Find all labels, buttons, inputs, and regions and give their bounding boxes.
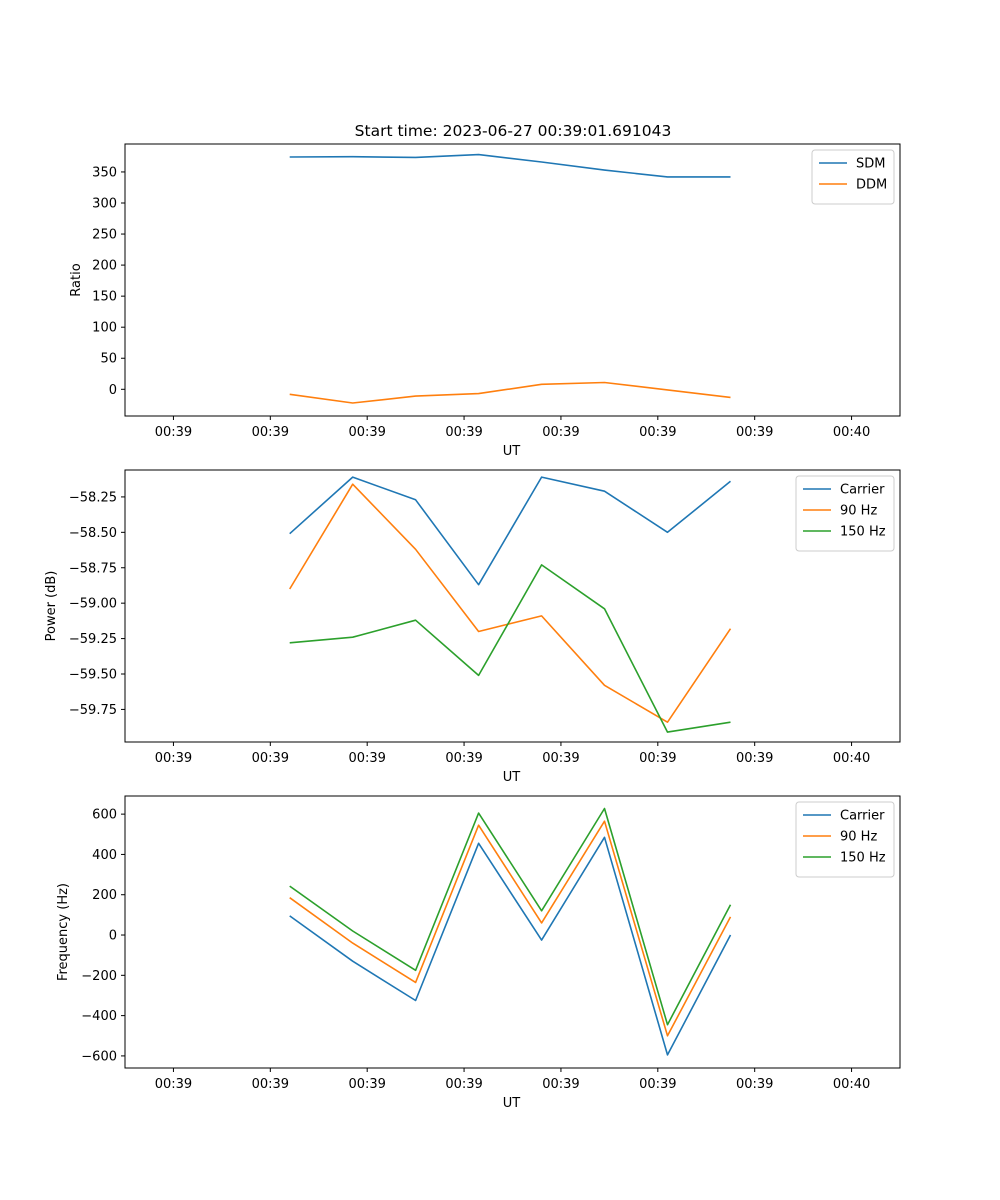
legend-box: [795, 801, 895, 878]
y-tick-label: −600: [81, 1049, 117, 1064]
y-axis-label: Ratio: [69, 263, 84, 296]
x-axis-label: UT: [503, 444, 521, 459]
x-tick-label: 00:39: [445, 1077, 482, 1092]
y-tick-label: 150: [92, 290, 117, 305]
legend: SDM DDM: [811, 149, 895, 205]
y-tick-label: 0: [109, 383, 117, 398]
x-tick-label: 00:39: [542, 425, 579, 440]
series-line-ddm: [289, 381, 731, 404]
x-tick-label: 00:39: [736, 1077, 773, 1092]
x-tick-label: 00:40: [833, 425, 870, 440]
y-tick-label: 100: [92, 321, 117, 336]
series-line-carrier: [289, 476, 732, 586]
y-tick-label: 300: [92, 196, 117, 211]
y-tick-label: 600: [92, 808, 117, 823]
x-tick-label: 00:40: [833, 1077, 870, 1092]
legend-box: [795, 475, 895, 552]
legend-label-90-hz: 90 Hz: [840, 830, 877, 845]
x-tick-label: 00:39: [542, 751, 579, 766]
x-tick-label: 00:39: [736, 751, 773, 766]
y-tick-label: −58.75: [69, 561, 117, 576]
ratio-panel: 00:39 00:39 00:39 00:39 00:39 00:39 00:39 00:40…: [69, 143, 901, 459]
legend: Carrier 90 Hz 150 Hz: [795, 801, 895, 878]
series-line-sdm: [289, 153, 731, 178]
y-tick-label: 200: [92, 259, 117, 274]
series-line-carrier: [289, 836, 732, 1056]
x-axis-label: UT: [503, 770, 521, 785]
x-tick-label: 00:39: [348, 425, 385, 440]
x-axis-label: UT: [503, 1096, 521, 1111]
x-tick-label: 00:39: [155, 425, 192, 440]
legend-label-150-hz: 150 Hz: [840, 525, 886, 540]
y-axis-label: Power (dB): [44, 571, 59, 642]
plot-frame: [124, 143, 901, 417]
frequency-panel: 00:39 00:39 00:39 00:39 00:39 00:39 00:39 00:40…: [56, 795, 901, 1111]
legend: Carrier 90 Hz 150 Hz: [795, 475, 895, 552]
x-tick-label: 00:39: [445, 751, 482, 766]
x-tick-label: 00:39: [639, 425, 676, 440]
legend-label-carrier: Carrier: [840, 809, 885, 824]
x-tick-label: 00:39: [736, 425, 773, 440]
x-tick-label: 00:40: [833, 751, 870, 766]
legend-label-150-hz: 150 Hz: [840, 851, 886, 866]
series-line-90-hz: [289, 820, 732, 1037]
legend-label-90-hz: 90 Hz: [840, 504, 877, 519]
y-axis-label: Frequency (Hz): [56, 883, 71, 981]
x-tick-label: 00:39: [639, 751, 676, 766]
y-tick-label: −59.00: [69, 597, 117, 612]
x-tick-label: 00:39: [155, 751, 192, 766]
legend-label-ddm: DDM: [856, 178, 887, 193]
series-line-150-hz: [289, 807, 732, 1026]
y-tick-label: 50: [100, 352, 117, 367]
x-tick-label: 00:39: [348, 751, 385, 766]
y-tick-label: 350: [92, 165, 117, 180]
y-tick-label: −59.75: [69, 703, 117, 718]
legend-label-carrier: Carrier: [840, 483, 885, 498]
y-tick-label: −58.25: [69, 490, 117, 505]
y-tick-label: −200: [81, 969, 117, 984]
x-tick-label: 00:39: [252, 751, 289, 766]
x-tick-label: 00:39: [252, 425, 289, 440]
legend-label-sdm: SDM: [856, 157, 885, 172]
figure-title: Start time: 2023-06-27 00:39:01.691043: [355, 122, 672, 140]
x-tick-label: 00:39: [445, 425, 482, 440]
y-tick-label: 400: [92, 848, 117, 863]
y-tick-label: −400: [81, 1009, 117, 1024]
x-tick-label: 00:39: [348, 1077, 385, 1092]
x-tick-label: 00:39: [155, 1077, 192, 1092]
series-line-90-hz: [289, 483, 732, 724]
y-tick-label: 200: [92, 888, 117, 903]
x-tick-label: 00:39: [252, 1077, 289, 1092]
plot-frame: [124, 795, 901, 1069]
y-tick-label: −59.25: [69, 632, 117, 647]
y-tick-label: −59.50: [69, 668, 117, 683]
plot-frame: [124, 469, 901, 743]
y-tick-label: 250: [92, 228, 117, 243]
series-line-150-hz: [289, 564, 731, 733]
y-tick-label: −58.50: [69, 526, 117, 541]
x-tick-label: 00:39: [639, 1077, 676, 1092]
x-tick-label: 00:39: [542, 1077, 579, 1092]
power-panel: 00:39 00:39 00:39 00:39 00:39 00:39 00:39 00:40…: [44, 469, 901, 785]
y-tick-label: 0: [109, 929, 117, 944]
